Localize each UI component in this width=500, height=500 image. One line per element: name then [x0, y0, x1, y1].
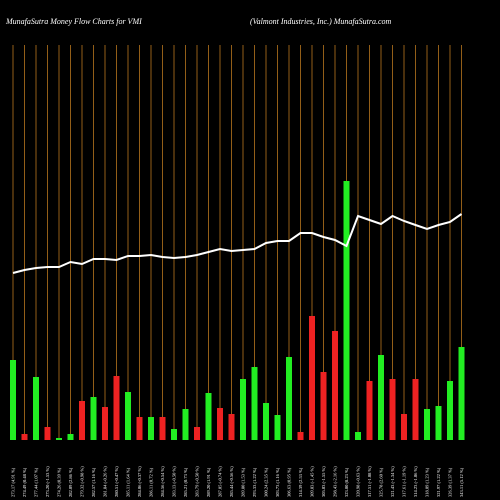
bar [286, 357, 292, 440]
bar [378, 355, 384, 440]
x-tick-label: 289.80 (1.53 %) [241, 467, 246, 497]
x-tick-label: 309.83 (-1.45 %) [310, 466, 315, 497]
x-tick-label: 343.11 (5.12 %) [459, 467, 464, 497]
x-tick-label: 293.33 (1.22 %) [252, 467, 257, 497]
bar [355, 432, 361, 440]
bar [458, 347, 465, 440]
x-tick-label: 303.73 (1.16 %) [275, 467, 280, 497]
x-tick-label: 283.79 (-0.50 %) [195, 466, 200, 497]
x-tick-label: 274.49 (0.48 %) [22, 467, 27, 497]
bar [412, 379, 419, 440]
bar [366, 381, 373, 440]
bar [33, 377, 39, 440]
x-tick-label: 317.51 (-1.08 %) [367, 466, 372, 497]
x-tick-label: 318.09 (1.23 %) [425, 467, 430, 497]
bar [251, 367, 258, 440]
bar [102, 407, 108, 440]
bar [10, 360, 16, 440]
bar [205, 393, 212, 440]
x-tick-label: 314.39 (2.53 %) [298, 467, 303, 497]
chart-subtitle: (Valmont Industries, Inc.) MunafaSutra.c… [250, 17, 392, 26]
bar [148, 417, 154, 440]
bar [44, 427, 51, 440]
x-tick-label: 284.06 (-0.37 %) [137, 466, 142, 497]
x-tick-label: 283.13 (-0.50 %) [172, 466, 177, 497]
bar [21, 434, 28, 440]
x-tick-label: 321.97 (1.22 %) [436, 467, 441, 497]
x-tick-label: 281.84 (-0.26 %) [103, 466, 108, 497]
bar [424, 409, 430, 440]
x-tick-label: 321.43 (-1.34 %) [390, 466, 395, 497]
chart-title: MunafaSutra Money Flow Charts for VMI [5, 17, 142, 26]
x-tick-label: 279.32 (-0.98 %) [80, 466, 85, 497]
x-tick-label: 280.51 (-0.47 %) [114, 466, 119, 497]
x-tick-label: 273.20 (-1.53 %) [45, 466, 50, 497]
bar [343, 181, 350, 440]
x-tick-label: 306.63 (0.95 %) [287, 467, 292, 497]
x-tick-label: 277.44 (1.07 %) [34, 467, 39, 497]
x-tick-label: 305.03 (-1.55 %) [321, 466, 326, 497]
bar [435, 406, 442, 440]
x-tick-label: 285.11 (1.64 %) [126, 467, 131, 497]
x-tick-label: 286.11 (0.72 %) [149, 467, 154, 497]
x-tick-label: 298.43 (-2.16 %) [333, 466, 338, 497]
bar [90, 397, 97, 440]
bar [79, 401, 85, 440]
x-tick-label: 274.26 (0.39 %) [57, 467, 62, 497]
bar [274, 415, 281, 440]
bar [401, 414, 407, 440]
bar [159, 417, 166, 440]
bar [125, 392, 131, 440]
bar [240, 379, 246, 440]
bar [309, 316, 315, 440]
x-tick-label: 289.20 (1.91 %) [206, 467, 211, 497]
x-tick-label: 323.00 (8.23 %) [344, 467, 349, 497]
bar [56, 438, 62, 440]
x-tick-label: 284.56 (-0.54 %) [160, 466, 165, 497]
x-tick-label: 282.09 (2.86 %) [68, 467, 73, 497]
x-tick-label: 326.39 (1.37 %) [448, 467, 453, 497]
x-tick-label: 320.98 (-0.63 %) [356, 466, 361, 497]
x-tick-label: 314.23 (-1.06 %) [413, 466, 418, 497]
price-line [12, 213, 463, 274]
bar [113, 376, 120, 440]
bar [332, 331, 338, 440]
bar [297, 432, 304, 440]
bar [182, 409, 189, 440]
bar [228, 414, 235, 440]
x-tick-label: 300.24 (2.35 %) [264, 467, 269, 497]
bar [389, 379, 396, 440]
x-tick-label: 285.21 (0.73 %) [183, 467, 188, 497]
bar [171, 429, 177, 440]
x-tick-label: 273.17 (4.91 %) [11, 467, 16, 497]
bar [447, 381, 453, 440]
x-tick-label: 285.44 (-0.56 %) [229, 466, 234, 497]
bar [263, 403, 269, 440]
bar [320, 372, 327, 440]
bar [217, 408, 223, 440]
x-tick-label: 282.57 (1.16 %) [91, 467, 96, 497]
x-tick-label: 287.05 (-0.74 %) [218, 466, 223, 497]
bar [194, 427, 200, 440]
x-tick-label: 325.78 (2.60 %) [379, 467, 384, 497]
x-tick-label: 317.61 (-1.19 %) [402, 466, 407, 497]
bar [136, 417, 143, 440]
bar [67, 434, 74, 440]
